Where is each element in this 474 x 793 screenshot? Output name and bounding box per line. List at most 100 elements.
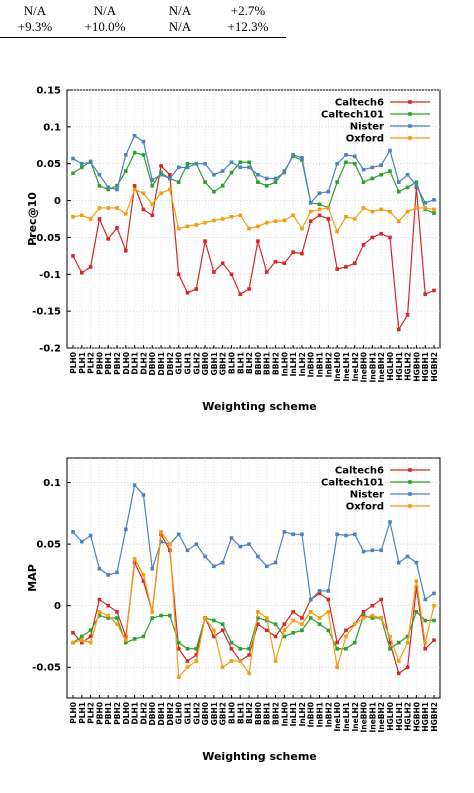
- x-tick-label: PLH2: [87, 352, 96, 374]
- data-point-oxford: [370, 209, 375, 214]
- data-point-caltech6: [300, 616, 304, 620]
- x-tick-label: InLH2: [298, 352, 307, 376]
- plot-frame: [66, 89, 441, 349]
- data-point-nister: [97, 566, 102, 571]
- table-bottom-rule: [0, 37, 286, 38]
- data-point-caltech101: [176, 180, 181, 184]
- data-point-caltech101: [97, 184, 102, 188]
- data-point-caltech101: [352, 640, 357, 645]
- data-point-oxford: [300, 622, 304, 626]
- y-tick-label: -0.05: [32, 233, 61, 244]
- legend-label: Caltech101: [321, 478, 384, 489]
- legend-marker: [408, 112, 412, 116]
- data-point-nister: [212, 564, 216, 569]
- data-point-caltech6: [80, 271, 84, 275]
- data-point-oxford: [335, 229, 339, 234]
- series-line-caltech6: [72, 164, 435, 332]
- data-point-caltech6: [220, 261, 225, 266]
- data-point-nister: [141, 139, 146, 144]
- legend-marker: [408, 124, 412, 128]
- y-tick-label: 0.15: [36, 86, 61, 97]
- data-point-caltech6: [273, 259, 278, 264]
- table-fragment: N/A N/A N/A +2.7% +9.3% +10.0% N/A +12.3…: [0, 0, 300, 42]
- x-tick-label: GBH1: [210, 352, 219, 375]
- data-point-caltech6: [185, 659, 190, 663]
- data-point-caltech101: [405, 185, 410, 190]
- legend-label: Nister: [350, 490, 384, 501]
- data-point-caltech6: [212, 634, 216, 639]
- x-axis-label: Weighting scheme: [202, 750, 317, 763]
- data-point-oxford: [176, 675, 181, 679]
- data-point-caltech6: [194, 653, 199, 657]
- data-point-caltech101: [396, 189, 401, 194]
- data-point-caltech6: [132, 184, 137, 188]
- data-point-caltech6: [344, 628, 348, 633]
- y-tick-label: 0.05: [36, 540, 61, 551]
- data-point-nister: [282, 530, 287, 534]
- data-point-caltech6: [432, 288, 436, 293]
- plot-frame: [66, 457, 441, 699]
- data-point-caltech101: [141, 153, 146, 157]
- x-tick-label: PBH2: [113, 702, 122, 725]
- data-point-caltech6: [124, 248, 128, 253]
- x-tick-label: BLH1: [236, 352, 245, 374]
- data-point-oxford: [71, 640, 75, 645]
- x-tick-label: DBH0: [148, 352, 157, 375]
- data-point-oxford: [352, 622, 357, 626]
- x-tick-label: GLH1: [183, 352, 192, 374]
- data-point-nister: [71, 530, 75, 534]
- data-point-caltech6: [256, 239, 260, 243]
- data-point-caltech101: [220, 184, 225, 188]
- data-point-caltech6: [212, 270, 216, 274]
- data-point-oxford: [97, 610, 102, 614]
- data-point-caltech6: [80, 640, 84, 645]
- data-point-oxford: [396, 659, 401, 663]
- data-point-caltech101: [379, 172, 383, 177]
- data-point-nister: [176, 532, 181, 537]
- series-line-oxford: [72, 530, 435, 679]
- data-point-nister: [326, 189, 331, 194]
- data-point-oxford: [326, 610, 331, 614]
- data-point-oxford: [264, 220, 269, 225]
- x-tick-label: InBH2: [324, 702, 333, 727]
- data-point-nister: [370, 165, 375, 170]
- table-cell: N/A: [93, 3, 117, 18]
- data-point-oxford: [159, 530, 163, 534]
- data-point-caltech6: [300, 251, 304, 256]
- table-cell: N/A: [168, 19, 192, 34]
- y-tick-label: 0.1: [43, 478, 61, 489]
- series-line-caltech101: [72, 151, 435, 214]
- data-point-nister: [264, 176, 269, 181]
- data-point-nister: [80, 161, 84, 166]
- data-point-caltech6: [176, 272, 181, 277]
- x-tick-label: DBH2: [166, 702, 175, 725]
- data-point-caltech101: [326, 628, 331, 633]
- x-tick-label: PLH0: [69, 702, 78, 724]
- data-point-nister: [317, 191, 322, 195]
- data-point-nister: [115, 570, 119, 575]
- data-point-caltech101: [106, 616, 111, 620]
- x-tick-label: InBH1: [316, 352, 325, 377]
- y-axis-label: MAP: [26, 564, 39, 592]
- prec-at-10-chart: -0.2 -0.15 -0.1 -0.05 0 0.05 0.1 0.15 PLH0 PLH1 PL…: [26, 86, 441, 413]
- data-point-oxford: [361, 616, 366, 620]
- data-point-nister: [212, 172, 216, 177]
- x-tick-label: PBH0: [95, 352, 104, 375]
- x-tick-label: BLH2: [245, 702, 254, 724]
- data-point-nister: [185, 548, 190, 553]
- data-point-nister: [335, 161, 339, 166]
- y-tick-label: -0.2: [39, 344, 61, 355]
- data-point-caltech101: [317, 202, 322, 207]
- data-point-caltech101: [141, 634, 146, 639]
- table-cell: +10.0%: [84, 19, 126, 34]
- data-point-oxford: [194, 223, 199, 227]
- data-point-oxford: [256, 224, 260, 229]
- legend-label: Caltech6: [335, 98, 384, 109]
- data-point-oxford: [150, 202, 155, 207]
- data-point-oxford: [326, 206, 331, 210]
- data-point-oxford: [238, 659, 243, 663]
- data-point-caltech101: [159, 170, 163, 175]
- data-point-oxford: [97, 206, 102, 210]
- data-point-nister: [71, 156, 75, 161]
